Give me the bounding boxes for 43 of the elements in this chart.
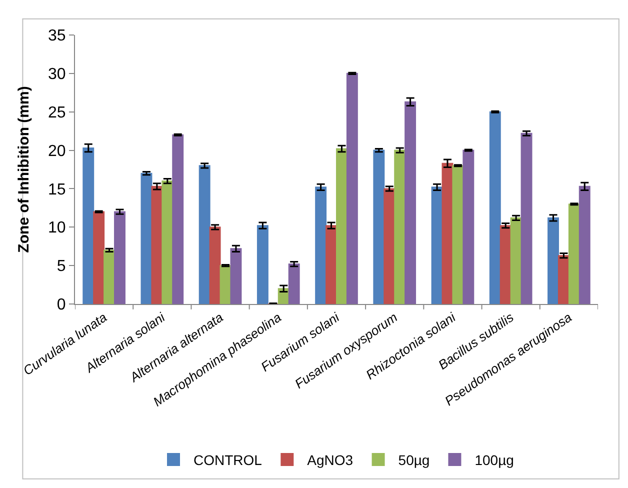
y-tick-label: 0 <box>56 296 66 314</box>
bar <box>404 101 416 304</box>
bar <box>315 186 327 304</box>
bar <box>489 111 501 304</box>
legend-label: 100µg <box>474 452 514 468</box>
bar <box>151 186 163 304</box>
y-tick-label: 10 <box>48 220 66 237</box>
bar <box>172 134 184 304</box>
bar <box>198 165 210 304</box>
legend-label: 50µg <box>398 452 430 468</box>
bar <box>373 150 385 304</box>
bar <box>520 132 532 304</box>
y-tick-label: 25 <box>48 104 66 122</box>
bar <box>336 148 348 304</box>
bar <box>93 211 105 304</box>
bar <box>346 72 358 304</box>
bar <box>568 204 580 304</box>
y-tick-label: 20 <box>48 142 66 160</box>
bar <box>230 248 242 304</box>
y-tick-label: 30 <box>48 66 66 84</box>
bar <box>462 150 474 304</box>
y-tick-label: 15 <box>48 181 66 198</box>
bar <box>288 264 300 304</box>
bar <box>256 225 268 304</box>
bar <box>326 225 337 304</box>
legend-label: AgNO3 <box>307 452 354 468</box>
bar <box>500 225 512 304</box>
bar <box>104 250 116 304</box>
bar <box>394 150 406 304</box>
bar <box>209 226 221 304</box>
bar <box>548 217 559 304</box>
bar <box>578 186 590 304</box>
legend-label: CONTROL <box>194 452 262 468</box>
bar <box>452 165 464 304</box>
y-tick-label: 5 <box>56 258 66 276</box>
bar <box>82 147 94 304</box>
y-tick-label: 35 <box>48 28 66 45</box>
bar <box>114 211 126 304</box>
y-axis-title: Zone of Inhibition (mm) <box>15 86 32 253</box>
bar <box>384 188 396 304</box>
bar <box>510 217 522 304</box>
bar <box>162 180 174 304</box>
bar <box>431 186 443 304</box>
